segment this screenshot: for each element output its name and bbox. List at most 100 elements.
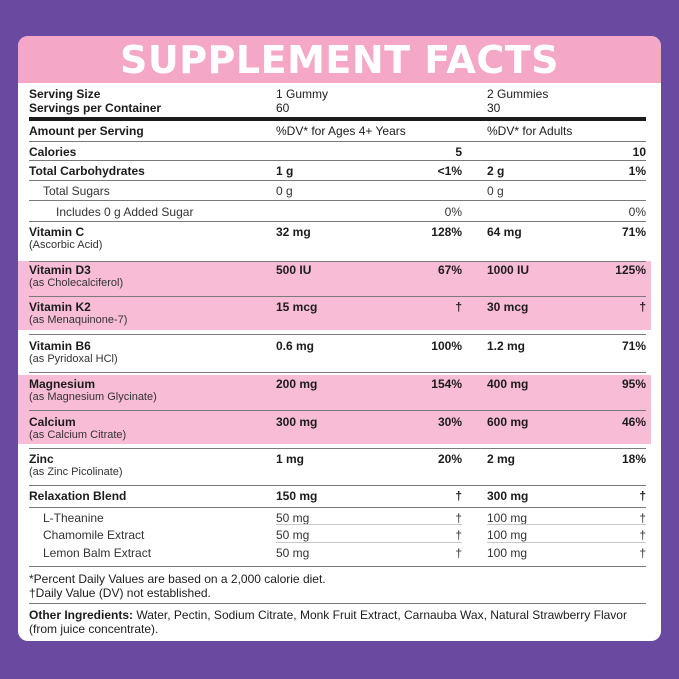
amount-col1: 1 mg: [276, 452, 305, 466]
highlight-magnesium-calcium: [18, 375, 651, 444]
dv-col2: †: [639, 528, 646, 542]
nutrient-source: (as Magnesium Glycinate): [29, 391, 157, 403]
dv-col2: 125%: [615, 263, 646, 277]
other-ingredients-cont: (from juice concentrate).: [29, 622, 159, 636]
dv-col2: †: [639, 511, 646, 525]
col2-servings: 30: [487, 101, 501, 115]
nutrient-source: (Ascorbic Acid): [29, 239, 103, 251]
nutrient-name: Vitamin B6: [29, 339, 91, 353]
other-ingredients: Other Ingredients: Water, Pectin, Sodium…: [29, 608, 627, 622]
dv-col2: 95%: [621, 377, 646, 391]
dv-col1: 100%: [431, 339, 462, 353]
highlight-vitamin-d3-k2: [18, 261, 651, 330]
dv-col2: 10: [632, 145, 646, 159]
divider: [29, 410, 646, 411]
amount-col2: %DV* for Adults: [487, 124, 573, 138]
amount-col1: 0.6 mg: [276, 339, 315, 353]
dv-col2: 1%: [628, 164, 646, 178]
dagger-footnote: †Daily Value (DV) not established.: [29, 586, 211, 600]
divider: [29, 261, 646, 262]
col2-serving: 2 Gummies: [487, 87, 549, 101]
amount-col2: 1000 IU: [487, 263, 530, 277]
divider: [29, 334, 646, 335]
nutrient-name: Lemon Balm Extract: [43, 546, 152, 560]
dv-col1: †: [455, 489, 462, 503]
dv-col1: 154%: [431, 377, 462, 391]
dv-col2: †: [639, 489, 646, 503]
nutrient-source: (as Calcium Citrate): [29, 429, 127, 441]
nutrient-name: Relaxation Blend: [29, 489, 127, 503]
divider: [29, 603, 646, 604]
dv-footnote: *Percent Daily Values are based on a 2,0…: [29, 572, 326, 586]
other-ingredients-text: Water, Pectin, Sodium Citrate, Monk Frui…: [133, 608, 627, 622]
divider: [29, 448, 646, 449]
amount-col1: 150 mg: [276, 489, 318, 503]
amount-col1: 50 mg: [276, 511, 310, 525]
dv-col1: †: [455, 546, 462, 560]
amount-col2: 100 mg: [487, 511, 528, 525]
amount-col2: 600 mg: [487, 415, 529, 429]
amount-col2: 100 mg: [487, 546, 528, 560]
dv-col1: †: [455, 511, 462, 525]
amount-col1: %DV* for Ages 4+ Years: [276, 124, 406, 138]
amount-col1: 50 mg: [276, 528, 310, 542]
nutrient-name: Calories: [29, 145, 77, 159]
divider: [487, 524, 646, 525]
divider: [29, 485, 646, 486]
dv-col2: †: [639, 546, 646, 560]
dv-col1: 0%: [444, 205, 462, 219]
dv-col2: †: [639, 300, 646, 314]
amount-col2: 64 mg: [487, 225, 522, 239]
amount-label: Amount per Serving: [29, 124, 144, 138]
thick-divider: [29, 117, 646, 121]
amount-col1: 50 mg: [276, 546, 310, 560]
divider: [29, 141, 646, 142]
amount-col1: 500 IU: [276, 263, 312, 277]
dv-col1: 67%: [437, 263, 462, 277]
divider: [276, 542, 462, 543]
divider: [29, 221, 646, 222]
dv-col2: 71%: [621, 339, 646, 353]
servings-per-container-label: Servings per Container: [29, 101, 162, 115]
divider: [29, 296, 646, 297]
divider: [29, 200, 646, 201]
nutrient-source: (as Menaquinone-7): [29, 314, 128, 326]
dv-col2: 18%: [621, 452, 646, 466]
dv-col1: 20%: [437, 452, 462, 466]
amount-col2: 400 mg: [487, 377, 529, 391]
amount-col2: 300 mg: [487, 489, 529, 503]
amount-col2: 0 g: [487, 184, 504, 198]
amount-col2: 30 mcg: [487, 300, 529, 314]
divider: [29, 180, 646, 181]
dv-col2: 0%: [628, 205, 646, 219]
amount-col1: 15 mcg: [276, 300, 318, 314]
amount-col1: 1 g: [276, 164, 294, 178]
other-ingredients-label: Other Ingredients:: [29, 608, 134, 622]
divider: [29, 507, 646, 508]
amount-col2: 100 mg: [487, 528, 528, 542]
title-bar: SUPPLEMENT FACTS: [18, 36, 661, 83]
divider: [487, 542, 646, 543]
amount-col2: 2 g: [487, 164, 505, 178]
page-title: SUPPLEMENT FACTS: [119, 37, 559, 82]
dv-col1: 5: [455, 145, 462, 159]
dv-col1: †: [455, 528, 462, 542]
amount-col1: 0 g: [276, 184, 293, 198]
supplement-facts-panel: [18, 36, 661, 641]
dv-col2: 46%: [621, 415, 646, 429]
amount-col2: 2 mg: [487, 452, 516, 466]
nutrient-name: Calcium: [29, 415, 76, 429]
nutrient-name: Vitamin D3: [29, 263, 91, 277]
nutrient-name: Total Carbohydrates: [29, 164, 145, 178]
amount-col2: 1.2 mg: [487, 339, 526, 353]
divider: [29, 160, 646, 161]
nutrient-name: Vitamin K2: [29, 300, 91, 314]
nutrient-name: Zinc: [29, 452, 54, 466]
nutrient-name: Total Sugars: [43, 184, 110, 198]
dv-col1: †: [455, 300, 462, 314]
col1-servings: 60: [276, 101, 290, 115]
col1-serving: 1 Gummy: [276, 87, 329, 101]
nutrient-name: Chamomile Extract: [43, 528, 145, 542]
nutrient-name: L-Theanine: [43, 511, 104, 525]
divider: [29, 372, 646, 373]
